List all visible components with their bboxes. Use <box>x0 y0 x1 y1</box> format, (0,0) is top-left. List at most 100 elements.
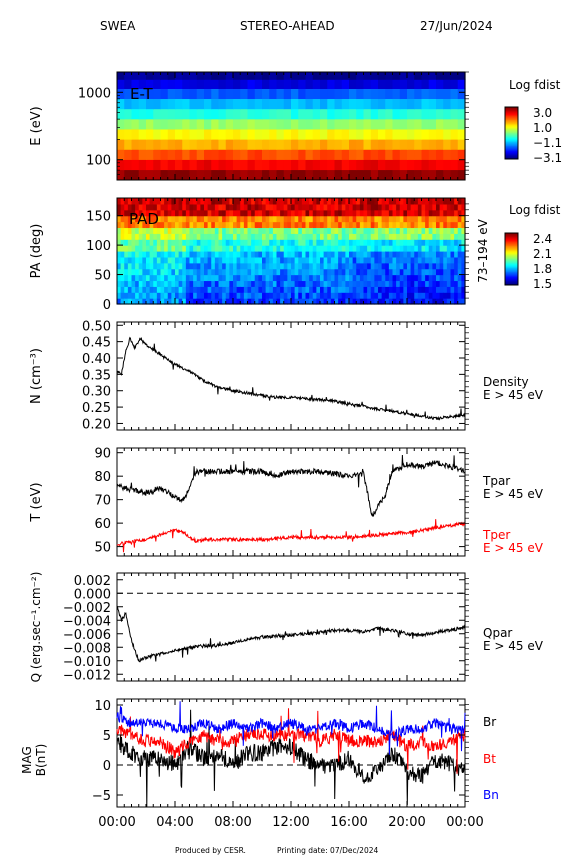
pad-cell <box>356 262 361 270</box>
pad-cell <box>381 233 386 240</box>
pad-cell <box>127 292 133 299</box>
energy-cell <box>407 88 415 100</box>
energy-cell <box>175 79 183 89</box>
energy-cell <box>341 108 350 120</box>
energy-cell <box>356 118 365 130</box>
pad-cell <box>185 215 191 223</box>
pad-cell <box>312 227 317 234</box>
pad-cell <box>345 280 350 287</box>
pad-cell <box>254 268 259 276</box>
pad-cell <box>330 286 336 293</box>
pad-cell <box>146 245 151 252</box>
pad-cell <box>214 280 220 287</box>
pad-cell <box>356 198 361 205</box>
energy-cell <box>370 159 379 171</box>
pad-cell <box>262 209 267 217</box>
magnetic-field-y-tick-label: −5 <box>92 789 111 804</box>
pad-cell <box>272 274 278 282</box>
pad-cell <box>265 209 270 217</box>
pad-cell <box>178 256 183 264</box>
pad-cell <box>385 256 390 264</box>
energy-cell <box>146 159 154 171</box>
energy-cell <box>196 159 205 171</box>
pad-cell <box>171 262 176 270</box>
pad-cell <box>283 221 288 229</box>
pad-cell <box>454 245 459 252</box>
pad-cell <box>149 198 154 205</box>
pad-cell <box>367 292 372 299</box>
energy-cell <box>283 98 292 110</box>
pad-cell <box>432 298 437 305</box>
pad-cell <box>356 286 361 293</box>
pad-cell <box>316 227 321 234</box>
pad-cell <box>298 286 303 293</box>
energy-panel-annotation: E-T <box>130 85 154 103</box>
pad-cell <box>399 256 404 264</box>
pad-cell <box>207 239 212 246</box>
energy-cell <box>146 139 154 150</box>
pad-cell <box>305 251 310 258</box>
energy-cell <box>457 72 466 80</box>
pad-cell <box>341 280 346 287</box>
energy-cell <box>175 118 183 130</box>
pad-cell <box>178 233 183 240</box>
pad-cell <box>225 227 230 234</box>
pad-cell <box>374 274 379 282</box>
pad-cell <box>414 251 419 258</box>
energy-cell <box>392 149 401 160</box>
energy-cell <box>327 128 336 140</box>
colorbar-cell <box>505 138 518 140</box>
energy-cell <box>312 169 321 181</box>
energy-cell <box>262 149 270 160</box>
energy-cell <box>167 149 176 160</box>
pad-cell <box>258 280 263 287</box>
pad-cell <box>160 262 165 270</box>
pad-cell <box>280 203 285 211</box>
pad-cell <box>269 203 274 211</box>
pad-cell <box>359 262 365 270</box>
pad-cell <box>399 292 404 299</box>
pad-cell <box>124 298 129 305</box>
pad-cell <box>175 280 180 287</box>
energy-cell <box>392 72 401 80</box>
pad-cell <box>428 239 433 246</box>
pad-cell <box>117 227 122 234</box>
produced-by-label: Produced by CESR. <box>175 846 246 855</box>
pad-cell <box>327 256 332 264</box>
energy-cell <box>421 169 430 181</box>
energy-cell <box>443 88 452 100</box>
pad-cell <box>352 268 357 276</box>
energy-cell <box>363 159 372 171</box>
energy-cell <box>218 139 227 150</box>
heat-flux-y-tick-label: 0.000 <box>74 587 111 602</box>
pad-cell <box>378 239 383 246</box>
pad-cell <box>399 221 404 229</box>
colorbar-cell <box>505 247 518 250</box>
pad-cell <box>392 203 397 211</box>
pad-cell <box>432 268 437 276</box>
energy-cell <box>254 118 263 130</box>
pad-cell <box>131 209 136 217</box>
pad-cell <box>298 227 303 234</box>
pad-cell <box>214 227 220 234</box>
colorbar-cell <box>505 146 518 148</box>
pad-cell <box>443 203 448 211</box>
pad-cell <box>222 209 227 217</box>
energy-cell <box>349 79 357 89</box>
colorbar-tick-label: −1.1 <box>533 136 562 150</box>
pad-cell <box>164 209 169 217</box>
pad-cell <box>251 227 256 234</box>
pad-cell <box>378 292 383 299</box>
pad-cell <box>153 227 158 234</box>
pad-cell <box>446 268 452 276</box>
energy-cell <box>291 149 299 160</box>
pad-cell <box>117 298 122 305</box>
pad-cell <box>164 280 169 287</box>
energy-cell <box>436 118 444 130</box>
energy-cell <box>182 98 191 110</box>
pad-cell <box>356 274 361 282</box>
energy-cell <box>457 98 466 110</box>
energy-cell <box>189 88 198 100</box>
pad-cell <box>193 209 198 217</box>
pad-cell <box>185 262 191 270</box>
